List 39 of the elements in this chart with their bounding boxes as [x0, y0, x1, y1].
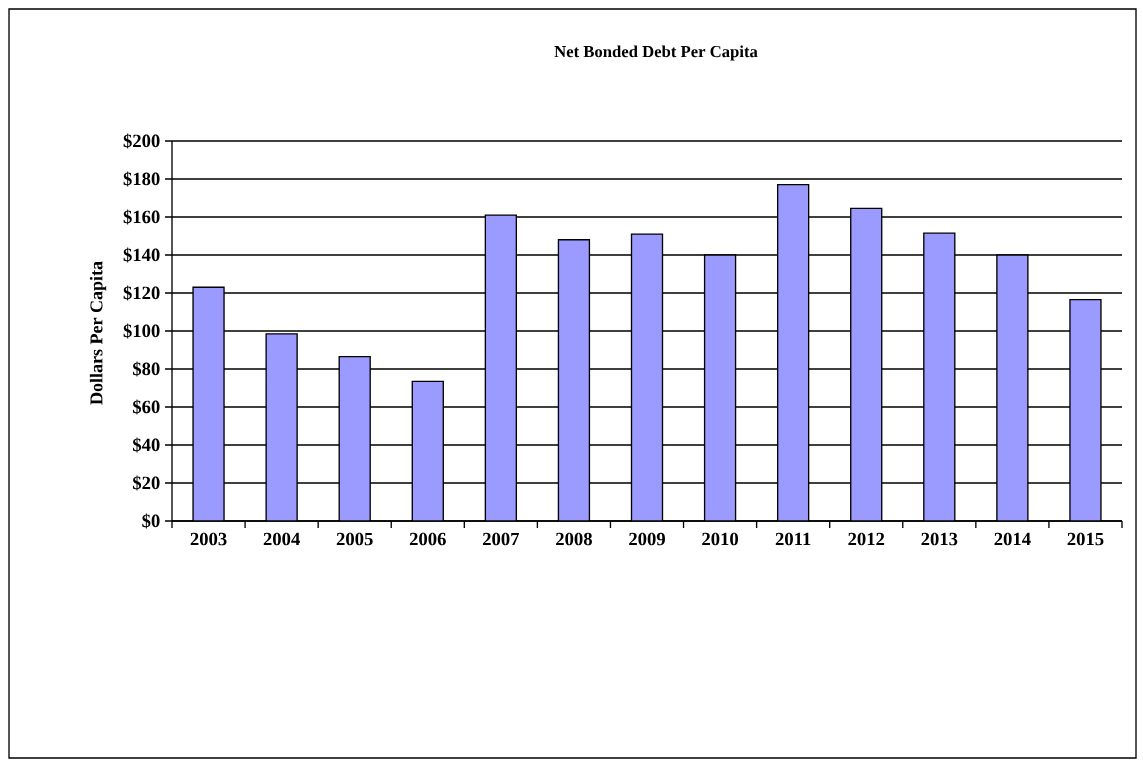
bar — [630, 233, 664, 521]
y-tick-label: $140 — [123, 247, 160, 263]
bar — [923, 232, 956, 521]
bar — [484, 214, 518, 521]
bar — [996, 254, 1029, 521]
x-tick-label: 2007 — [482, 532, 520, 546]
bar — [192, 286, 225, 521]
x-tick-label: 2010 — [702, 532, 739, 546]
y-tick-label: $20 — [132, 475, 160, 491]
bar — [776, 184, 810, 521]
y-tick-label: $100 — [123, 323, 160, 339]
y-tick-label: $200 — [123, 133, 160, 149]
x-tick-label: 2009 — [629, 532, 665, 546]
y-tick-label: $180 — [123, 171, 160, 187]
bar — [265, 333, 298, 521]
bar — [703, 254, 737, 521]
bar — [557, 239, 591, 521]
y-axis-title: Dollars Per Capita — [89, 261, 107, 405]
x-tick-label: 2014 — [994, 532, 1031, 546]
y-tick-label: $80 — [132, 361, 160, 377]
bar — [850, 207, 883, 521]
y-tick-label: $0 — [142, 513, 160, 529]
y-tick-label: $60 — [132, 399, 160, 415]
y-tick-label: $160 — [123, 209, 160, 225]
y-tick-label: $120 — [123, 285, 160, 301]
bar — [338, 355, 371, 521]
bar — [411, 380, 444, 521]
y-tick-label: $40 — [132, 437, 160, 453]
x-tick-label: 2006 — [409, 532, 446, 546]
x-tick-label: 2003 — [190, 532, 227, 546]
chart-title: Net Bonded Debt Per Capita — [554, 45, 758, 61]
x-tick-label: 2012 — [848, 532, 885, 546]
x-tick-label: 2008 — [556, 532, 592, 546]
x-tick-label: 2013 — [921, 532, 958, 546]
x-tick-label: 2015 — [1067, 532, 1104, 546]
bar — [1069, 298, 1102, 521]
x-tick-label: 2005 — [336, 532, 373, 546]
x-tick-label: 2011 — [775, 532, 811, 546]
x-tick-label: 2004 — [263, 532, 300, 546]
